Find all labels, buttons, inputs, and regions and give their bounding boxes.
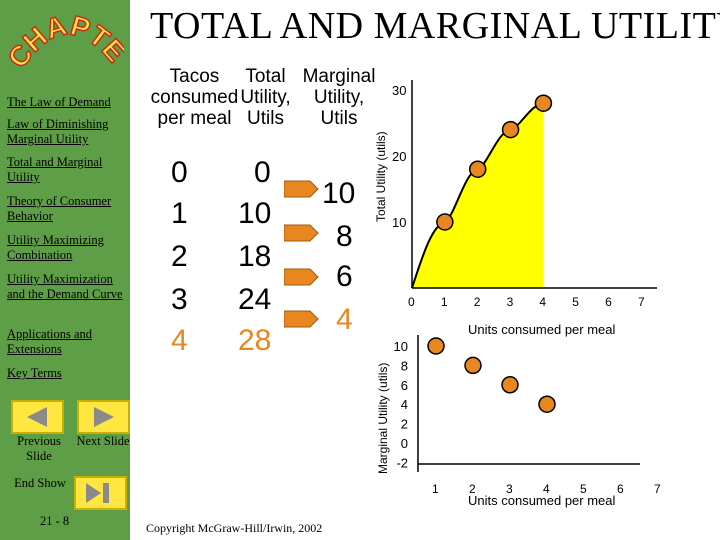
sidebar-item-law-of-diminishing-marginal-utility[interactable]: Law of Diminishing Marginal Utility [7, 117, 109, 146]
tacos-value: 2 [171, 240, 188, 273]
marginal-utility-value: 4 [336, 303, 353, 336]
x-tick-label: 2 [474, 295, 481, 309]
marginal-utility-header: Marginal Utility, Utils [302, 66, 376, 129]
previous-slide-button[interactable] [11, 400, 64, 434]
arrow-icon [284, 224, 319, 242]
chapter-logo: CHAPTER [8, 8, 124, 74]
y-tick-label: 4 [401, 397, 408, 412]
total-utility-value: 28 [238, 324, 272, 357]
data-point [436, 213, 454, 231]
sidebar-item-utility-maximization-demand-curve[interactable]: Utility Maximization and the Demand Curv… [7, 272, 123, 301]
previous-slide-label: Previous Slide [17, 434, 61, 463]
data-point [468, 160, 487, 178]
arrow-icon [284, 180, 319, 198]
page-number: 21 - 8 [40, 514, 70, 528]
x-tick-label: 1 [432, 482, 439, 496]
total-utility-value: 10 [238, 197, 272, 230]
marginal-utility-value: 8 [336, 220, 353, 253]
next-arrow-icon [94, 407, 114, 427]
marginal-utility-value: 6 [336, 260, 353, 293]
tacos-value: 3 [171, 283, 188, 316]
total-utility-header: Total Utility, Utils [240, 66, 291, 129]
sidebar-item-utility-maximizing-combination[interactable]: Utility Maximizing Combination [7, 233, 104, 262]
data-point [464, 356, 482, 375]
tacos-header: Tacos consumed per meal [150, 66, 239, 129]
sidebar-item-applications-and-extensions[interactable]: Applications and Extensions [7, 327, 93, 356]
y-axis-label: Marginal Utility (utils) [376, 363, 390, 474]
data-point [501, 376, 519, 394]
x-tick-label: 4 [543, 482, 550, 496]
data-point [427, 337, 445, 355]
x-tick-label: 5 [580, 482, 587, 496]
x-tick-label: 1 [441, 295, 448, 309]
total-utility-area [412, 103, 544, 288]
x-tick-label: 3 [506, 482, 513, 496]
x-tick-label: 7 [654, 482, 661, 496]
x-tick-label: 2 [469, 482, 476, 496]
x-axis-label: Units consumed per meal [468, 493, 616, 508]
y-tick-label: 10 [394, 339, 408, 354]
y-tick-label: 20 [392, 149, 406, 164]
y-tick-label: 8 [401, 358, 408, 373]
y-tick-label: 2 [401, 417, 408, 432]
sidebar-item-total-and-marginal-utility[interactable]: Total and Marginal Utility [7, 155, 103, 184]
sidebar: CHAPTER The Law of Demand Law of Diminis… [0, 0, 130, 540]
marginal-utility-value: 10 [322, 177, 356, 210]
end-show-label: End Show [14, 476, 66, 490]
arrow-icon [284, 268, 319, 286]
x-tick-label: 6 [605, 295, 612, 309]
tacos-value: 1 [171, 197, 188, 230]
x-tick-label: 0 [408, 295, 415, 309]
total-utility-value: 18 [238, 240, 272, 273]
x-tick-label: 6 [617, 482, 624, 496]
end-show-button[interactable] [74, 476, 127, 510]
x-tick-label: 3 [507, 295, 514, 309]
end-show-icon [86, 483, 109, 503]
y-tick-label: 6 [401, 378, 408, 393]
arrow-icon [284, 310, 319, 328]
next-slide-button[interactable] [77, 400, 130, 434]
y-tick-label: 10 [392, 215, 406, 230]
sidebar-item-law-of-demand[interactable]: The Law of Demand [7, 95, 111, 109]
total-utility-value: 0 [254, 156, 271, 189]
tacos-value: 0 [171, 156, 188, 189]
sidebar-item-key-terms[interactable]: Key Terms [7, 366, 62, 380]
x-axis-label: Units consumed per meal [468, 322, 616, 337]
total-utility-value: 24 [238, 283, 272, 316]
next-slide-label: Next Slide [76, 434, 130, 448]
tacos-value: 4 [171, 324, 188, 357]
y-axis-label: Total Utility (utils) [374, 131, 388, 222]
y-tick-label: -2 [396, 455, 408, 470]
y-tick-label: 0 [401, 436, 408, 451]
x-tick-label: 7 [638, 295, 645, 309]
x-tick-label: 5 [572, 295, 579, 309]
sidebar-item-theory-of-consumer-behavior[interactable]: Theory of Consumer Behavior [7, 194, 112, 223]
x-tick-label: 4 [539, 295, 546, 309]
data-point [534, 94, 553, 112]
slide-title: TOTAL AND MARGINAL UTILITY [150, 5, 720, 47]
previous-arrow-icon [27, 407, 47, 427]
copyright: Copyright McGraw-Hill/Irwin, 2002 [146, 521, 323, 535]
y-tick-label: 30 [392, 83, 406, 98]
data-point [538, 395, 556, 413]
data-point [501, 120, 520, 139]
